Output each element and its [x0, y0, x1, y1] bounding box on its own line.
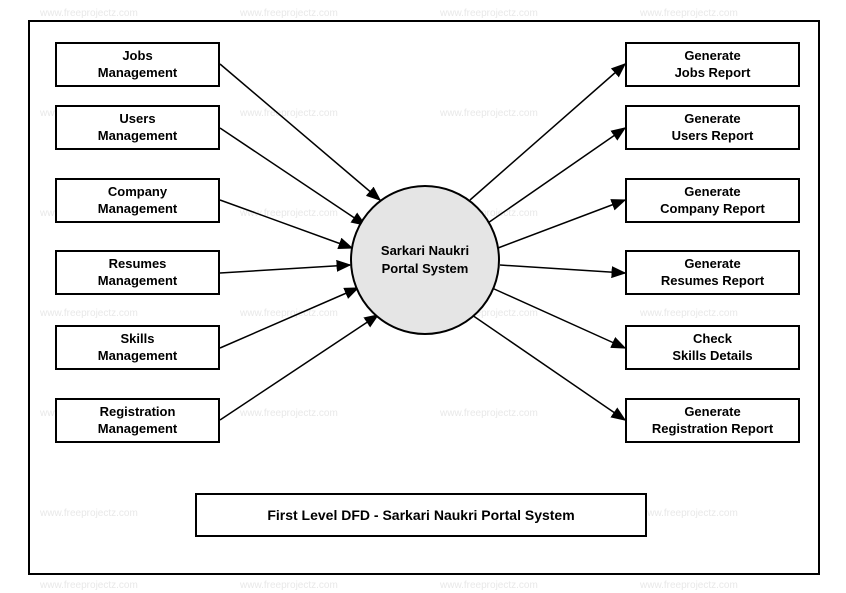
left-node-jobs-mgmt: JobsManagement [55, 42, 220, 87]
node-label: SkillsManagement [98, 331, 177, 365]
left-node-skills-mgmt: SkillsManagement [55, 325, 220, 370]
node-label: GenerateRegistration Report [652, 404, 773, 438]
watermark-text: www.freeprojectz.com [240, 8, 338, 19]
diagram-title: First Level DFD - Sarkari Naukri Portal … [267, 507, 574, 523]
watermark-text: www.freeprojectz.com [440, 8, 538, 19]
watermark-text: www.freeprojectz.com [640, 8, 738, 19]
node-label: UsersManagement [98, 111, 177, 145]
node-label: CompanyManagement [98, 184, 177, 218]
node-label: GenerateResumes Report [661, 256, 764, 290]
node-label: GenerateCompany Report [660, 184, 765, 218]
watermark-text: www.freeprojectz.com [240, 580, 338, 591]
node-label: GenerateJobs Report [675, 48, 751, 82]
node-label: CheckSkills Details [672, 331, 752, 365]
node-label: ResumesManagement [98, 256, 177, 290]
left-node-registration-mgmt: RegistrationManagement [55, 398, 220, 443]
node-label: RegistrationManagement [98, 404, 177, 438]
right-node-users-report: GenerateUsers Report [625, 105, 800, 150]
watermark-text: www.freeprojectz.com [640, 580, 738, 591]
watermark-text: www.freeprojectz.com [40, 8, 138, 19]
right-node-registration-report: GenerateRegistration Report [625, 398, 800, 443]
left-node-resumes-mgmt: ResumesManagement [55, 250, 220, 295]
left-node-users-mgmt: UsersManagement [55, 105, 220, 150]
diagram-title-box: First Level DFD - Sarkari Naukri Portal … [195, 493, 647, 537]
watermark-text: www.freeprojectz.com [440, 580, 538, 591]
node-label: GenerateUsers Report [672, 111, 754, 145]
left-node-company-mgmt: CompanyManagement [55, 178, 220, 223]
node-label: JobsManagement [98, 48, 177, 82]
right-node-resumes-report: GenerateResumes Report [625, 250, 800, 295]
watermark-text: www.freeprojectz.com [40, 580, 138, 591]
right-node-jobs-report: GenerateJobs Report [625, 42, 800, 87]
right-node-skills-details: CheckSkills Details [625, 325, 800, 370]
center-process: Sarkari NaukriPortal System [350, 185, 500, 335]
center-label: Sarkari NaukriPortal System [381, 242, 469, 277]
right-node-company-report: GenerateCompany Report [625, 178, 800, 223]
